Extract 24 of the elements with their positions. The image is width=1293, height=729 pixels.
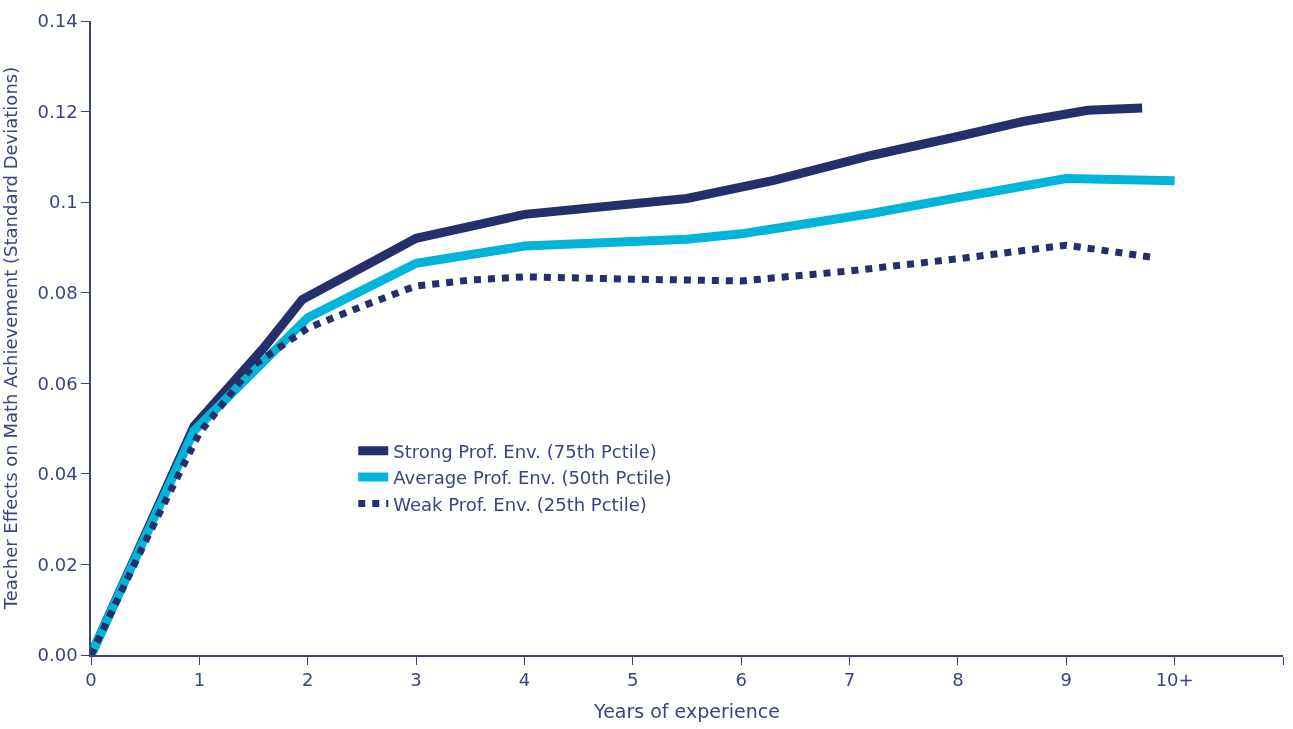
x-tick-label: 3 <box>410 669 422 691</box>
x-tick-label: 2 <box>302 669 314 691</box>
x-tick-label: 8 <box>952 669 964 691</box>
x-tick-label: 9 <box>1060 669 1072 691</box>
x-tick-label: 5 <box>627 669 639 691</box>
x-tick-label: 1 <box>193 669 206 691</box>
x-axis-title: Years of experience <box>593 699 780 722</box>
y-tick-label: 0.06 <box>37 372 78 394</box>
y-tick-label: 0.12 <box>37 100 78 122</box>
y-tick-label: 0.1 <box>49 191 78 213</box>
x-tick-label: 10+ <box>1155 669 1194 691</box>
x-tick-label: 4 <box>518 669 531 691</box>
y-tick-label: 0.02 <box>37 553 78 575</box>
y-axis-title: Teacher Effects on Math Achievement (Standard Deviations) <box>0 66 22 611</box>
legend-label: Strong Prof. Env. (75th Pctile) <box>393 440 657 462</box>
legend-label: Average Prof. Env. (50th Pctile) <box>393 467 672 489</box>
y-tick-label: 0.08 <box>37 282 78 304</box>
legend-label: Weak Prof. Env. (25th Pctile) <box>393 493 647 515</box>
x-tick-label: 0 <box>85 669 97 691</box>
x-tick-label: 7 <box>843 669 856 691</box>
x-tick-label: 6 <box>735 669 747 691</box>
y-tick-label: 0.00 <box>37 644 78 666</box>
y-tick-label: 0.04 <box>37 463 78 485</box>
y-tick-label: 0.14 <box>37 10 78 32</box>
